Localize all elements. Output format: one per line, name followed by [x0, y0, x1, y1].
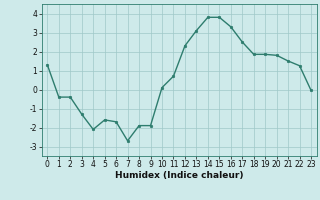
X-axis label: Humidex (Indice chaleur): Humidex (Indice chaleur) [115, 171, 244, 180]
